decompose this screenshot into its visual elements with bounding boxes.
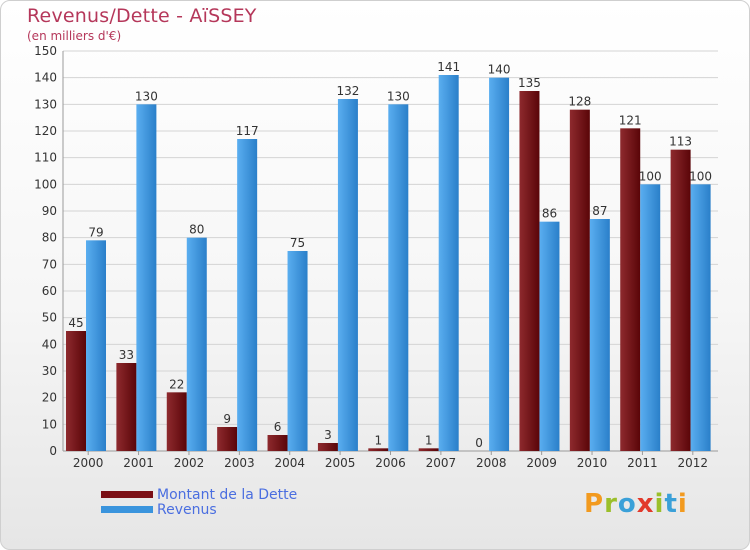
y-tick-label: 100 [34, 177, 57, 191]
legend: Montant de la Dette Revenus [101, 486, 298, 518]
bar-dette [368, 448, 389, 451]
data-label-revenus: 130 [135, 89, 158, 103]
data-label-dette: 6 [274, 420, 282, 434]
bar-revenus [337, 99, 358, 451]
legend-label-revenus: Revenus [157, 501, 217, 518]
data-label-revenus: 117 [236, 124, 259, 138]
legend-label-dette: Montant de la Dette [157, 486, 298, 503]
proxiti-logo: Proxiti [584, 489, 688, 519]
bar-dette [670, 149, 691, 451]
data-label-dette: 22 [169, 377, 184, 391]
y-tick-label: 50 [42, 311, 57, 325]
y-tick-label: 20 [42, 391, 57, 405]
bar-revenus [388, 104, 409, 451]
bar-dette [66, 331, 86, 451]
bar-dette [217, 427, 238, 451]
chart-subtitle: (en milliers d'€) [27, 29, 122, 43]
data-label-revenus: 86 [542, 207, 557, 221]
x-tick-label: 2003 [224, 456, 255, 470]
y-tick-label: 70 [42, 257, 57, 271]
y-tick-label: 130 [34, 97, 57, 111]
data-label-dette: 9 [223, 412, 231, 426]
x-tick-label: 2002 [174, 456, 205, 470]
data-label-dette: 135 [518, 76, 541, 90]
bar-revenus [589, 219, 610, 451]
y-tick-label: 0 [49, 444, 57, 458]
bar-dette [418, 448, 439, 451]
bar-revenus [186, 237, 207, 451]
data-label-dette: 1 [425, 433, 433, 447]
data-label-dette: 1 [374, 433, 382, 447]
y-tick-label: 140 [34, 71, 57, 85]
y-tick-label: 30 [42, 364, 57, 378]
data-label-revenus: 87 [592, 204, 607, 218]
data-label-dette: 113 [669, 135, 692, 149]
logo-letter: i [654, 489, 665, 519]
data-label-dette: 33 [119, 348, 134, 362]
x-tick-label: 2011 [627, 456, 658, 470]
x-tick-label: 2009 [526, 456, 557, 470]
data-label-dette: 3 [324, 428, 332, 442]
data-label-revenus: 141 [437, 60, 460, 74]
data-label-revenus: 130 [387, 89, 410, 103]
x-tick-label: 2010 [577, 456, 608, 470]
y-tick-label: 10 [42, 417, 57, 431]
x-tick-label: 2012 [678, 456, 709, 470]
y-tick-label: 40 [42, 337, 57, 351]
data-label-dette: 121 [619, 113, 642, 127]
y-tick-label: 60 [42, 284, 57, 298]
logo-letter: t [664, 489, 678, 519]
x-tick-label: 2001 [123, 456, 154, 470]
data-label-revenus: 75 [290, 236, 305, 250]
data-label-revenus: 140 [488, 63, 511, 77]
bar-revenus [86, 240, 106, 451]
data-label-revenus: 80 [189, 223, 204, 237]
bar-dette [267, 435, 288, 451]
legend-item-revenus: Revenus [101, 501, 297, 518]
data-label-revenus: 100 [639, 169, 662, 183]
bar-revenus [438, 75, 459, 451]
y-tick-label: 80 [42, 231, 57, 245]
bar-dette [620, 128, 641, 451]
bar-revenus [690, 184, 711, 452]
x-tick-label: 2006 [375, 456, 406, 470]
x-tick-label: 2008 [476, 456, 507, 470]
data-label-revenus: 79 [88, 225, 103, 239]
data-label-dette: 0 [475, 436, 483, 450]
logo-letter: x [636, 489, 655, 519]
bar-dette [317, 443, 338, 451]
bar-revenus [237, 139, 258, 451]
legend-swatch-dette [101, 491, 153, 498]
legend-item-dette: Montant de la Dette [101, 486, 298, 503]
y-tick-label: 120 [34, 124, 57, 138]
legend-swatch-revenus [101, 506, 153, 513]
bar-revenus [136, 104, 157, 451]
data-label-dette: 128 [568, 95, 591, 109]
logo-letter: P [584, 489, 605, 519]
logo-letter: r [604, 489, 618, 519]
bar-dette [569, 109, 590, 452]
chart-title: Revenus/Dette - AïSSEY [27, 5, 257, 27]
bar-revenus [489, 77, 510, 452]
data-label-dette: 45 [68, 316, 83, 330]
bar-dette [116, 363, 137, 451]
logo-letter: o [617, 489, 637, 519]
bar-dette [166, 392, 187, 451]
y-tick-label: 90 [42, 204, 57, 218]
x-tick-label: 2000 [73, 456, 104, 470]
bar-revenus [539, 221, 560, 451]
y-tick-label: 150 [34, 44, 57, 58]
x-tick-label: 2007 [426, 456, 457, 470]
x-tick-label: 2005 [325, 456, 356, 470]
data-label-revenus: 100 [689, 169, 712, 183]
data-label-revenus: 132 [336, 84, 359, 98]
logo-letter: i [677, 489, 688, 519]
x-tick-label: 2004 [274, 456, 305, 470]
bar-dette [519, 91, 540, 451]
bar-revenus [287, 251, 308, 451]
bar-revenus [640, 184, 661, 452]
y-tick-label: 110 [34, 151, 57, 165]
